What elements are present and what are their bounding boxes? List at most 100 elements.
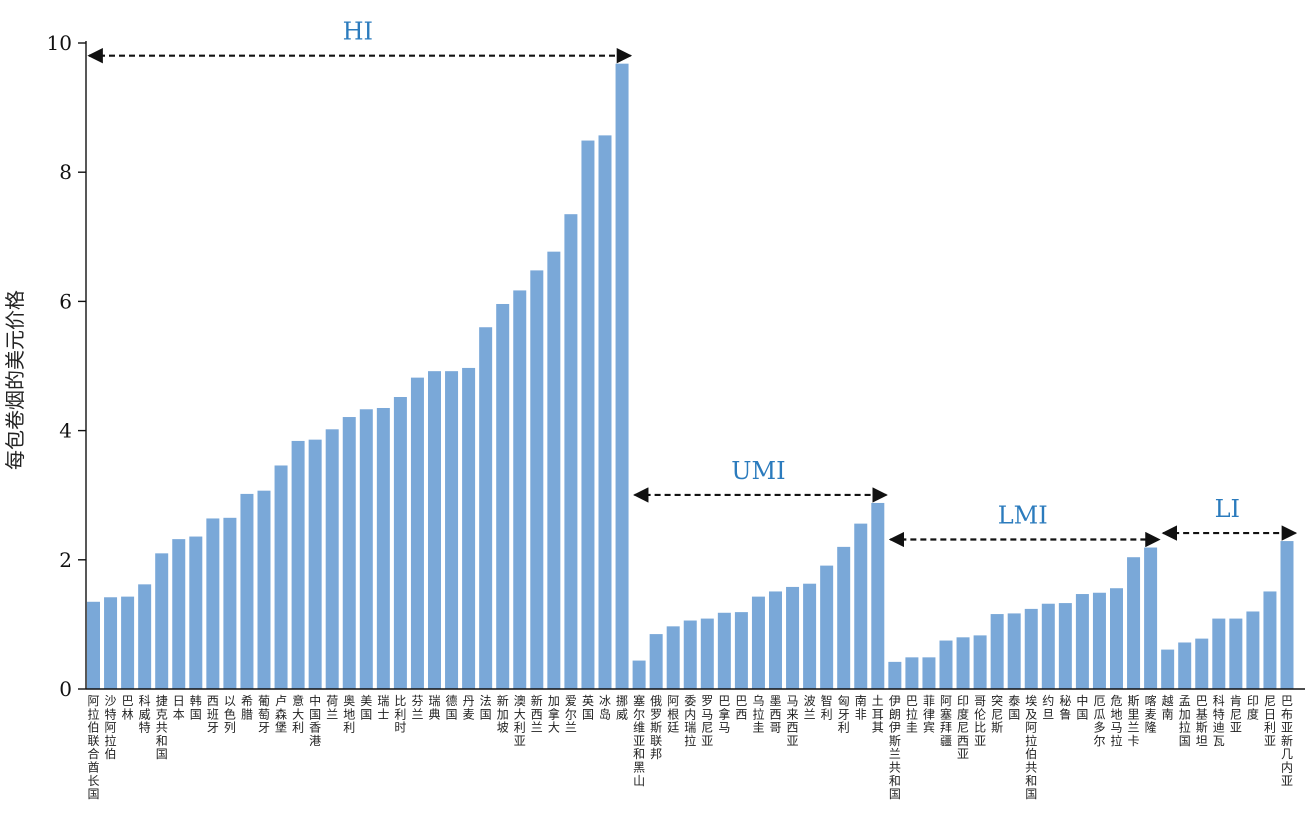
category-label: 瑞士	[377, 694, 389, 721]
category-label: 美国	[360, 694, 372, 721]
bar	[376, 407, 390, 689]
category-label: 南非	[855, 693, 867, 721]
bar	[547, 251, 561, 689]
bar	[1075, 594, 1089, 689]
category-label: 以色列	[224, 694, 236, 735]
bar	[342, 417, 356, 689]
category-label: 丹麦	[463, 694, 475, 721]
category-label: 西班牙	[207, 694, 219, 735]
category-label: 委内瑞拉	[684, 694, 696, 748]
bar	[1263, 591, 1277, 689]
bar	[854, 523, 868, 689]
group-label: HI	[343, 18, 373, 46]
bar	[1195, 638, 1209, 689]
category-label: 卢森堡	[275, 693, 287, 735]
bar	[1127, 557, 1141, 689]
bar	[871, 502, 885, 689]
bar	[990, 614, 1004, 689]
category-label: 巴拿马	[718, 694, 730, 735]
bar	[803, 583, 817, 689]
category-label: 越南	[1162, 694, 1174, 721]
bar	[87, 601, 100, 689]
y-tick-label: 0	[59, 677, 72, 701]
bar	[581, 140, 595, 689]
y-axis-label: 每包卷烟的美元价格	[3, 290, 27, 470]
bar	[257, 490, 271, 689]
bar	[223, 517, 237, 689]
category-label: 科特迪瓦	[1213, 694, 1225, 748]
bar	[1092, 592, 1106, 689]
category-label: 菲律宾	[923, 694, 935, 735]
bar	[1229, 618, 1243, 689]
category-label: 瑞典	[428, 694, 440, 721]
category-label: 日本	[173, 694, 185, 721]
category-label: 科威特	[139, 694, 151, 735]
bar	[820, 565, 834, 689]
bar	[734, 612, 748, 689]
bar	[1178, 642, 1192, 689]
bar	[837, 546, 851, 689]
category-label: 阿拉伯联合酋长国	[87, 694, 99, 801]
category-label: 危地马拉	[1110, 694, 1122, 748]
category-label: 埃及阿拉伯共和国	[1025, 694, 1037, 801]
category-label: 挪威	[616, 694, 628, 721]
category-label: 加拿大	[548, 694, 560, 735]
category-label: 喀麦隆	[1145, 694, 1157, 735]
category-label: 奥地利	[343, 694, 355, 735]
category-label: 马来西亚	[787, 694, 799, 748]
bar	[1110, 588, 1123, 689]
category-label: 突尼斯	[991, 693, 1003, 735]
bar	[1246, 611, 1260, 689]
bar	[155, 553, 169, 689]
category-label: 葡萄牙	[258, 694, 270, 735]
category-label: 英国	[582, 694, 594, 721]
income-group-spans: HI UMI LMI LI	[87, 18, 1298, 548]
bar	[393, 397, 407, 689]
bar	[598, 135, 612, 690]
category-label: 巴布亚新几内亚	[1281, 694, 1293, 788]
category-label: 土耳其	[872, 694, 884, 735]
bar	[138, 584, 152, 689]
category-label: 韩国	[190, 693, 202, 721]
category-label: 意大利	[292, 693, 304, 735]
bar	[428, 371, 441, 689]
bar	[496, 303, 510, 689]
category-label: 波兰	[804, 694, 816, 721]
y-tick-label: 10	[47, 31, 72, 55]
category-label: 伊朗伊斯兰共和国	[889, 694, 901, 801]
bar	[1144, 547, 1158, 689]
bar	[308, 439, 322, 689]
category-label: 塞尔维亚和黑山	[633, 693, 645, 788]
category-label: 匈牙利	[838, 694, 850, 735]
bar	[121, 596, 135, 689]
category-label: 墨西哥	[769, 694, 781, 735]
category-label: 德国	[446, 693, 458, 721]
bar	[666, 626, 680, 689]
category-label: 沙特阿拉伯	[105, 694, 117, 761]
category-label: 尼日利亚	[1264, 694, 1276, 748]
bar	[240, 493, 254, 689]
category-label: 斯里兰卡	[1128, 694, 1140, 748]
bar	[462, 367, 476, 689]
group-label: LI	[1215, 495, 1240, 523]
bar	[172, 539, 186, 689]
category-label: 印度	[1247, 694, 1259, 721]
bar	[445, 371, 459, 689]
category-label: 荷兰	[326, 694, 338, 721]
category-label: 智利	[821, 693, 833, 721]
y-axis-ticks: 0 2 4 6 8 10	[47, 31, 86, 701]
bar	[956, 637, 970, 689]
bar	[1058, 603, 1072, 689]
bar	[649, 634, 663, 689]
bar	[104, 597, 118, 689]
bar	[206, 518, 220, 689]
category-label: 肯尼亚	[1230, 694, 1242, 735]
bar	[410, 377, 424, 689]
category-label: 厄瓜多尔	[1093, 694, 1105, 748]
bar	[769, 591, 782, 689]
x-axis-category-labels: 阿拉伯联合酋长国沙特阿拉伯巴林科威特捷克共和国日本韩国西班牙以色列希腊葡萄牙卢森…	[87, 693, 1293, 801]
bar	[1161, 649, 1175, 689]
category-label: 巴林	[122, 694, 134, 721]
bar	[479, 327, 493, 689]
